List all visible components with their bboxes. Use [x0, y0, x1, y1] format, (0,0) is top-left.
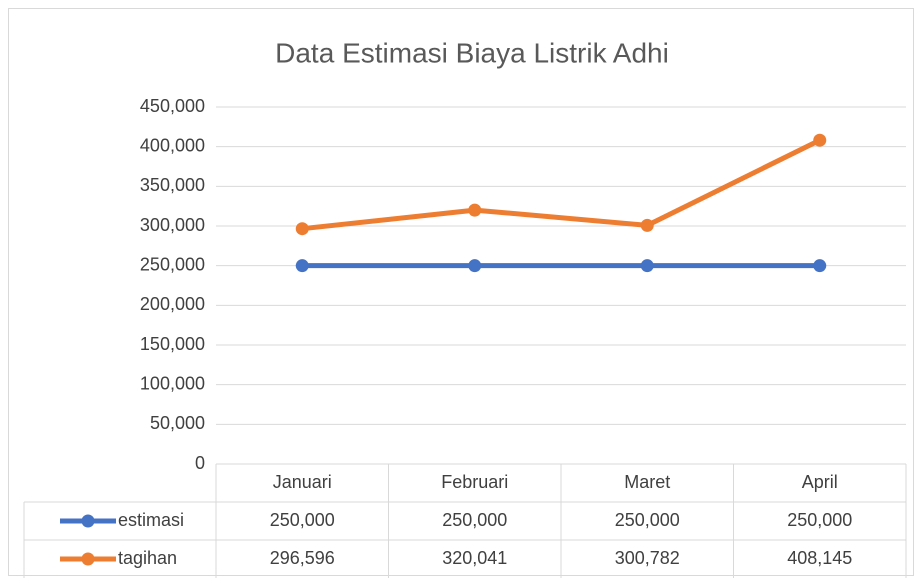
- y-tick-label: 300,000: [140, 215, 205, 235]
- data-point: [468, 203, 482, 217]
- table-value: 408,145: [787, 548, 852, 568]
- data-point: [295, 222, 309, 236]
- series-line: [299, 137, 823, 232]
- table-value: 300,782: [615, 548, 680, 568]
- data-point: [468, 259, 482, 273]
- x-tick-label: Februari: [441, 472, 508, 492]
- x-tick-label: Januari: [273, 472, 332, 492]
- legend-label: tagihan: [118, 548, 177, 568]
- y-tick-label: 450,000: [140, 96, 205, 116]
- chart-title: Data Estimasi Biaya Listrik Adhi: [275, 37, 669, 68]
- table-value: 296,596: [270, 548, 335, 568]
- y-tick-label: 0: [195, 453, 205, 473]
- table-value: 250,000: [787, 510, 852, 530]
- table-value: 250,000: [270, 510, 335, 530]
- x-tick-label: April: [802, 472, 838, 492]
- table-value: 250,000: [442, 510, 507, 530]
- data-point: [813, 259, 827, 273]
- data-point: [813, 133, 827, 147]
- x-tick-label: Maret: [624, 472, 670, 492]
- data-point: [295, 259, 309, 273]
- y-tick-label: 200,000: [140, 294, 205, 314]
- y-tick-label: 250,000: [140, 254, 205, 274]
- legend-label: estimasi: [118, 510, 184, 530]
- data-point: [640, 259, 654, 273]
- legend-marker: [81, 514, 95, 528]
- chart-border: [8, 8, 914, 576]
- y-tick-label: 150,000: [140, 334, 205, 354]
- data-point: [640, 218, 654, 232]
- legend-marker: [81, 552, 95, 566]
- y-tick-label: 350,000: [140, 175, 205, 195]
- y-tick-label: 100,000: [140, 373, 205, 393]
- y-tick-label: 50,000: [150, 413, 205, 433]
- y-tick-label: 400,000: [140, 135, 205, 155]
- table-value: 250,000: [615, 510, 680, 530]
- table-value: 320,041: [442, 548, 507, 568]
